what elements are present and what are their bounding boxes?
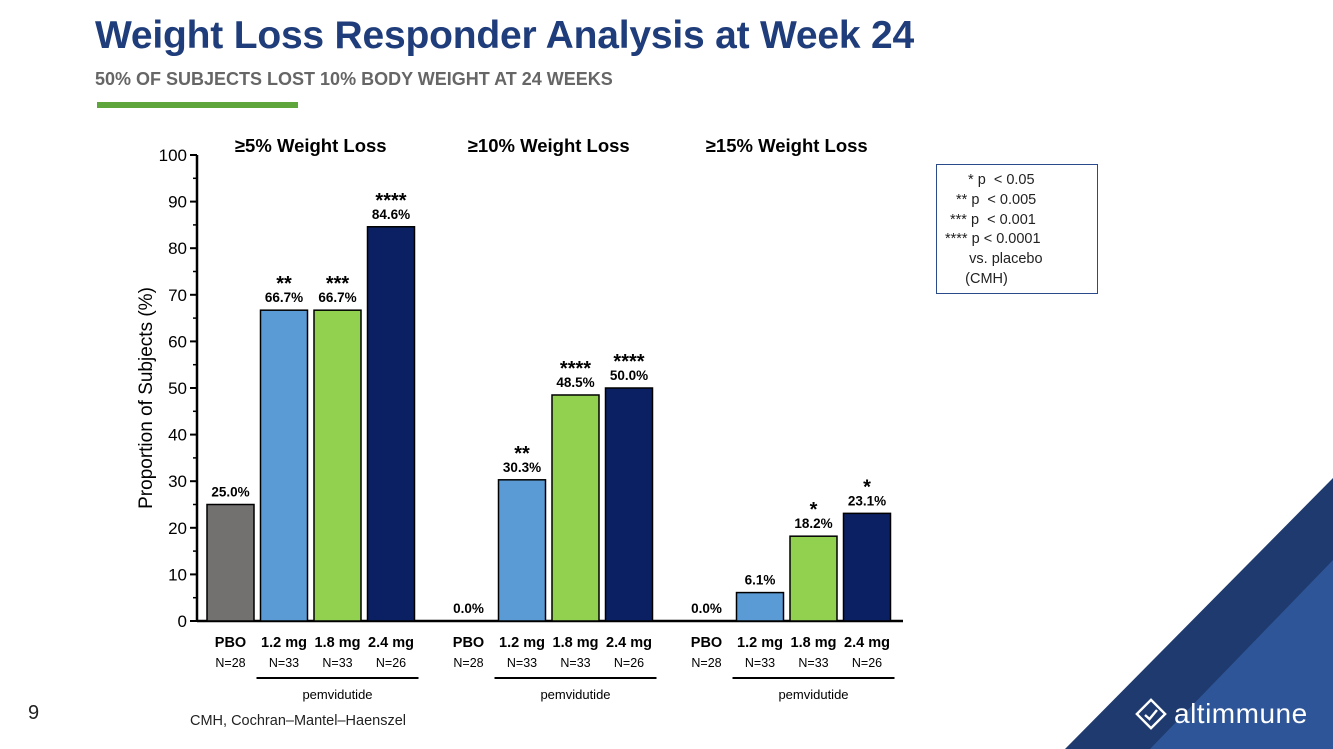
bar bbox=[551, 394, 600, 622]
x-n-label: N=33 bbox=[798, 656, 828, 670]
y-tick-label: 70 bbox=[168, 286, 187, 305]
page-title: Weight Loss Responder Analysis at Week 2… bbox=[95, 14, 915, 57]
bar bbox=[604, 387, 654, 622]
bar bbox=[789, 535, 838, 622]
group-label: pemvidutide bbox=[540, 687, 610, 702]
x-category-label: PBO bbox=[453, 635, 484, 651]
x-category-label: PBO bbox=[215, 635, 246, 651]
legend-line: vs. placebo bbox=[945, 251, 1043, 268]
x-category-label: 2.4 mg bbox=[844, 635, 890, 651]
bar-value-label: 23.1% bbox=[848, 493, 886, 508]
y-tick-label: 30 bbox=[168, 472, 187, 491]
bar-value-label: 30.3% bbox=[503, 460, 541, 475]
significance-marker: * bbox=[863, 476, 871, 498]
significance-marker: *** bbox=[326, 273, 350, 295]
significance-legend: * p < 0.05 ** p < 0.005 *** p < 0.001 **… bbox=[936, 164, 1098, 294]
panel-title: ≥5% Weight Loss bbox=[235, 135, 387, 156]
y-tick-label: 90 bbox=[168, 193, 187, 212]
legend-line: *** p < 0.001 bbox=[950, 211, 1036, 228]
bar-value-label: 0.0% bbox=[691, 601, 722, 616]
bar-value-label: 84.6% bbox=[372, 207, 410, 222]
x-category-label: 1.8 mg bbox=[553, 635, 599, 651]
x-n-label: N=33 bbox=[507, 656, 537, 670]
x-category-label: 1.2 mg bbox=[261, 635, 307, 651]
bar-value-label: 66.7% bbox=[265, 290, 303, 305]
diamond-check-icon bbox=[1135, 698, 1167, 730]
page-subtitle: 50% OF SUBJECTS LOST 10% BODY WEIGHT AT … bbox=[95, 69, 613, 89]
x-n-label: N=26 bbox=[852, 656, 882, 670]
y-tick-label: 80 bbox=[168, 239, 187, 258]
bar-value-label: 66.7% bbox=[318, 290, 356, 305]
x-n-label: N=28 bbox=[453, 656, 483, 670]
y-axis-label: Proportion of Subjects (%) bbox=[136, 287, 157, 509]
x-category-label: 2.4 mg bbox=[368, 635, 414, 651]
significance-marker: ** bbox=[276, 273, 292, 295]
x-n-label: N=28 bbox=[691, 656, 721, 670]
significance-marker: **** bbox=[375, 190, 406, 212]
x-category-label: 1.2 mg bbox=[499, 635, 545, 651]
title-accent-rule bbox=[97, 102, 298, 108]
bar-value-label: 18.2% bbox=[794, 516, 832, 531]
company-logo: altimmune bbox=[1134, 697, 1308, 731]
bar bbox=[366, 226, 416, 622]
legend-line: * p < 0.05 bbox=[964, 172, 1035, 188]
y-tick-label: 50 bbox=[168, 379, 187, 398]
bar bbox=[206, 503, 255, 622]
significance-marker: **** bbox=[613, 351, 644, 373]
x-n-label: N=33 bbox=[560, 656, 590, 670]
x-n-label: N=28 bbox=[215, 656, 245, 670]
x-category-label: 1.8 mg bbox=[791, 635, 837, 651]
group-label: pemvidutide bbox=[778, 687, 848, 702]
group-label: pemvidutide bbox=[302, 687, 372, 702]
x-category-label: 1.8 mg bbox=[315, 635, 361, 651]
y-tick-label: 40 bbox=[168, 426, 187, 445]
bar-value-label: 0.0% bbox=[453, 601, 484, 616]
x-n-label: N=26 bbox=[614, 656, 644, 670]
x-n-label: N=26 bbox=[376, 656, 406, 670]
significance-marker: * bbox=[810, 499, 818, 521]
legend-line: **** p < 0.0001 bbox=[945, 231, 1041, 248]
x-category-label: PBO bbox=[691, 635, 722, 651]
bar-value-label: 6.1% bbox=[745, 573, 776, 588]
panel-title: ≥15% Weight Loss bbox=[706, 135, 868, 156]
bar bbox=[259, 309, 309, 622]
bar bbox=[313, 309, 362, 622]
page-number: 9 bbox=[28, 702, 40, 724]
y-tick-label: 10 bbox=[168, 565, 187, 584]
x-n-label: N=33 bbox=[745, 656, 775, 670]
bar bbox=[842, 512, 892, 622]
significance-marker: **** bbox=[560, 358, 591, 380]
significance-marker: ** bbox=[514, 443, 530, 465]
footnote: CMH, Cochran–Mantel–Haenszel bbox=[190, 713, 406, 729]
y-tick-label: 20 bbox=[168, 519, 187, 538]
bar-value-label: 48.5% bbox=[556, 375, 594, 390]
corner-triangle-mid bbox=[1150, 560, 1333, 749]
bar bbox=[497, 479, 547, 622]
y-tick-label: 0 bbox=[178, 612, 187, 631]
x-category-label: 1.2 mg bbox=[737, 635, 783, 651]
legend-line: (CMH) bbox=[945, 270, 1008, 287]
x-n-label: N=33 bbox=[269, 656, 299, 670]
legend-line: ** p < 0.005 bbox=[956, 191, 1037, 208]
panel-title: ≥10% Weight Loss bbox=[468, 135, 630, 156]
x-category-label: 2.4 mg bbox=[606, 635, 652, 651]
bar-value-label: 25.0% bbox=[211, 485, 249, 500]
y-tick-label: 60 bbox=[168, 332, 187, 351]
y-tick-label: 100 bbox=[159, 146, 187, 165]
x-n-label: N=33 bbox=[322, 656, 352, 670]
bar bbox=[735, 591, 785, 622]
logo-text: altimmune bbox=[1174, 698, 1308, 729]
bar-value-label: 50.0% bbox=[610, 368, 648, 383]
